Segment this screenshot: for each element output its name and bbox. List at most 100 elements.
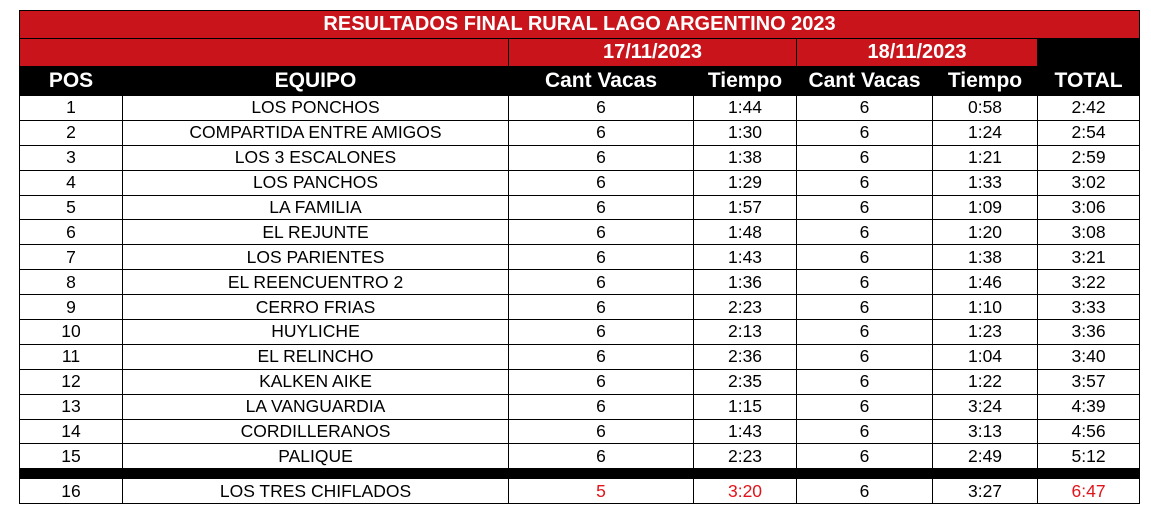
cell-tiempo-2: 1:46 <box>932 269 1038 296</box>
cell-total: 3:22 <box>1036 269 1141 296</box>
cell-equipo: LOS PONCHOS <box>122 95 509 121</box>
cell-equipo: PALIQUE <box>122 443 509 470</box>
cell-vacas-2: 6 <box>796 194 933 221</box>
column-header-row: POS EQUIPO Cant Vacas Tiempo Cant Vacas … <box>19 66 1141 96</box>
cell-equipo: LOS 3 ESCALONES <box>122 144 509 171</box>
cell-equipo: LA VANGUARDIA <box>122 393 509 420</box>
date-spacer <box>19 38 509 67</box>
separator-row <box>18 468 1141 480</box>
cell-pos: 5 <box>19 194 123 221</box>
cell-vacas-2: 6 <box>796 393 933 420</box>
header-tiempo-2: Tiempo <box>932 66 1038 96</box>
cell-pos: 11 <box>19 343 123 370</box>
cell-vacas-1: 6 <box>508 194 694 221</box>
cell-tiempo-1: 2:23 <box>693 294 797 321</box>
cell-tiempo-1: 2:36 <box>693 343 797 370</box>
cell-pos: 7 <box>19 244 123 271</box>
cell-vacas-1: 6 <box>508 219 694 246</box>
cell-vacas-1: 6 <box>508 269 694 296</box>
date-row: 17/11/2023 18/11/2023 <box>19 38 1141 67</box>
cell-vacas-2: 6 <box>796 343 933 370</box>
cell-total: 2:42 <box>1036 95 1141 121</box>
table-row: 7 LOS PARIENTES 6 1:43 6 1:38 3:21 <box>19 244 1141 271</box>
cell-vacas-2: 6 <box>796 169 933 196</box>
cell-equipo: EL RELINCHO <box>122 343 509 370</box>
cell-pos: 13 <box>19 393 123 420</box>
table-row: 2 COMPARTIDA ENTRE AMIGOS 6 1:30 6 1:24 2:54 <box>19 119 1141 146</box>
cell-tiempo-1: 1:43 <box>693 244 797 271</box>
table-row: 3 LOS 3 ESCALONES 6 1:38 6 1:21 2:59 <box>19 144 1141 171</box>
table-row: 9 CERRO FRIAS 6 2:23 6 1:10 3:33 <box>19 294 1141 321</box>
cell-tiempo-2: 1:20 <box>932 219 1038 246</box>
table-row: 11 EL RELINCHO 6 2:36 6 1:04 3:40 <box>19 343 1141 370</box>
table-row: 6 EL REJUNTE 6 1:48 6 1:20 3:08 <box>19 219 1141 246</box>
cell-tiempo-1: 1:43 <box>693 418 797 445</box>
cell-vacas-1: 6 <box>508 393 694 420</box>
cell-vacas-2: 6 <box>796 443 933 470</box>
cell-vacas-2: 6 <box>796 478 933 505</box>
header-pos: POS <box>19 66 123 96</box>
cell-vacas-2: 6 <box>796 95 933 121</box>
table-row: 13 LA VANGUARDIA 6 1:15 6 3:24 4:39 <box>19 393 1141 420</box>
cell-vacas-1: 6 <box>508 368 694 395</box>
cell-vacas-2: 6 <box>796 294 933 321</box>
cell-pos: 15 <box>19 443 123 470</box>
cell-equipo: COMPARTIDA ENTRE AMIGOS <box>122 119 509 146</box>
cell-total: 3:33 <box>1036 294 1141 321</box>
cell-tiempo-2: 1:04 <box>932 343 1038 370</box>
cell-pos: 8 <box>19 269 123 296</box>
table-row: 1 LOS PONCHOS 6 1:44 6 0:58 2:42 <box>19 95 1141 121</box>
cell-tiempo-1: 1:48 <box>693 219 797 246</box>
cell-tiempo-2: 1:09 <box>932 194 1038 221</box>
cell-tiempo-1: 1:36 <box>693 269 797 296</box>
cell-tiempo-1: 2:35 <box>693 368 797 395</box>
cell-tiempo-2: 1:23 <box>932 319 1038 345</box>
cell-vacas-1: 6 <box>508 169 694 196</box>
cell-vacas-2: 6 <box>796 418 933 445</box>
cell-equipo: CORDILLERANOS <box>122 418 509 445</box>
cell-pos: 2 <box>19 119 123 146</box>
cell-tiempo-1: 1:15 <box>693 393 797 420</box>
cell-equipo: HUYLICHE <box>122 319 509 345</box>
cell-tiempo-2: 2:49 <box>932 443 1038 470</box>
cell-vacas-2: 6 <box>796 244 933 271</box>
cell-tiempo-2: 3:13 <box>932 418 1038 445</box>
table-row: 10 HUYLICHE 6 2:13 6 1:23 3:36 <box>19 319 1141 345</box>
cell-tiempo-2: 1:33 <box>932 169 1038 196</box>
cell-pos: 4 <box>19 169 123 196</box>
table-row: 15 PALIQUE 6 2:23 6 2:49 5:12 <box>19 443 1141 470</box>
cell-equipo: KALKEN AIKE <box>122 368 509 395</box>
cell-total: 3:02 <box>1036 169 1141 196</box>
cell-total: 3:36 <box>1036 319 1141 345</box>
cell-vacas-2: 6 <box>796 368 933 395</box>
cell-vacas-1: 6 <box>508 343 694 370</box>
cell-equipo: LOS PARIENTES <box>122 244 509 271</box>
cell-equipo: LOS TRES CHIFLADOS <box>122 478 509 505</box>
cell-pos: 12 <box>19 368 123 395</box>
cell-equipo: CERRO FRIAS <box>122 294 509 321</box>
cell-total: 4:39 <box>1036 393 1141 420</box>
table-row: 12 KALKEN AIKE 6 2:35 6 1:22 3:57 <box>19 368 1141 395</box>
header-cant-vacas-2: Cant Vacas <box>796 66 933 96</box>
cell-total: 3:40 <box>1036 343 1141 370</box>
cell-tiempo-1: 1:57 <box>693 194 797 221</box>
cell-total: 3:06 <box>1036 194 1141 221</box>
cell-tiempo-2: 1:21 <box>932 144 1038 171</box>
results-body: 1 LOS PONCHOS 6 1:44 6 0:58 2:42 2 COMPARTIDA EN… <box>19 95 1141 470</box>
cell-total: 3:57 <box>1036 368 1141 395</box>
cell-total: 3:08 <box>1036 219 1141 246</box>
cell-tiempo-2: 1:38 <box>932 244 1038 271</box>
cell-equipo: LOS PANCHOS <box>122 169 509 196</box>
cell-tiempo-2: 1:22 <box>932 368 1038 395</box>
cell-tiempo-2: 1:24 <box>932 119 1038 146</box>
cell-tiempo-2: 3:24 <box>932 393 1038 420</box>
cell-pos: 1 <box>19 95 123 121</box>
cell-vacas-2: 6 <box>796 269 933 296</box>
table-row: 14 CORDILLERANOS 6 1:43 6 3:13 4:56 <box>19 418 1141 445</box>
cell-equipo: EL REENCUENTRO 2 <box>122 269 509 296</box>
cell-total: 2:59 <box>1036 144 1141 171</box>
date-18-11: 18/11/2023 <box>796 38 1038 67</box>
cell-vacas-2: 6 <box>796 319 933 345</box>
date-17-11: 17/11/2023 <box>508 38 797 67</box>
cell-vacas-2: 6 <box>796 219 933 246</box>
